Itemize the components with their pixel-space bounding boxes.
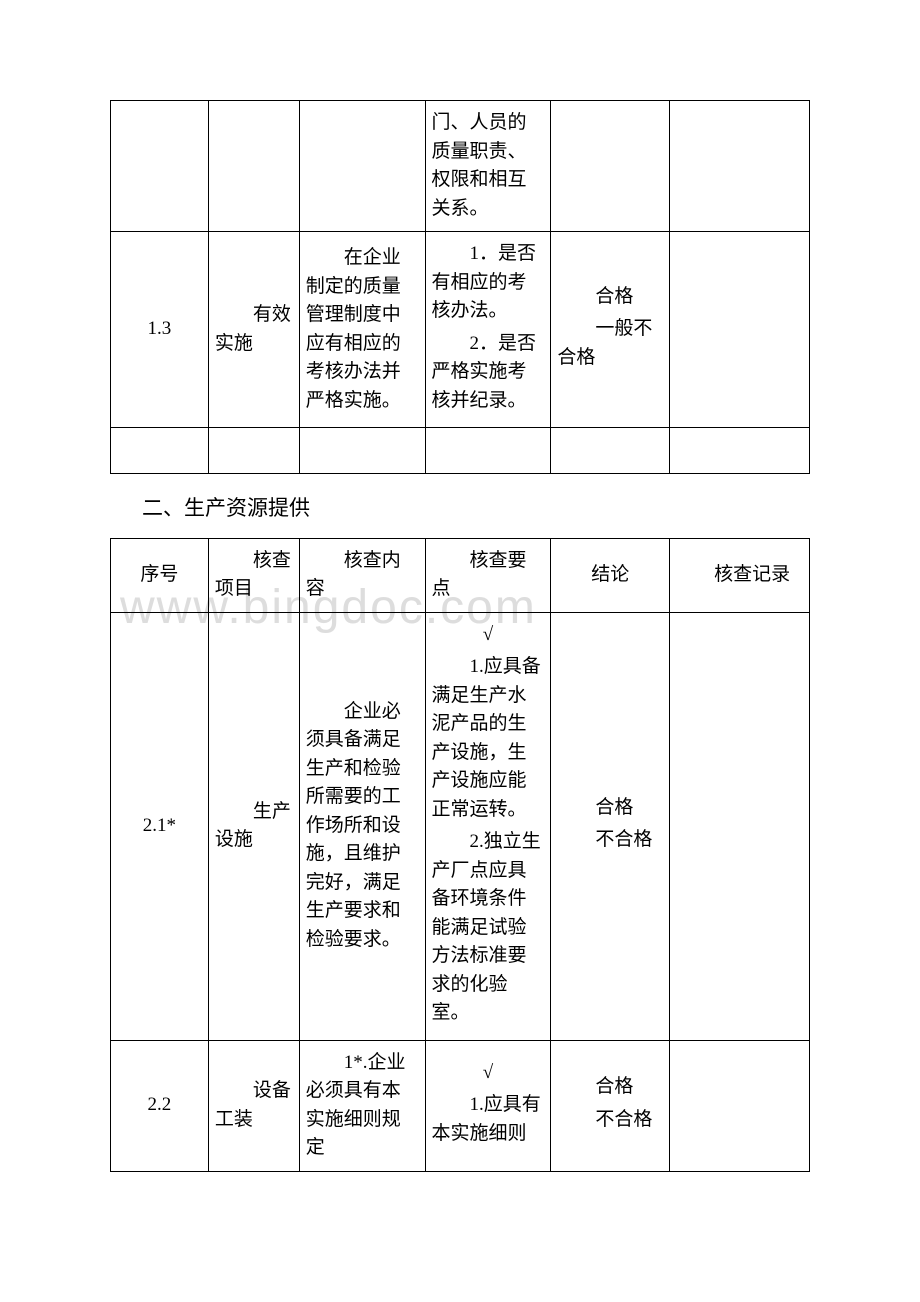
cell-seq: 1.3 — [111, 232, 209, 428]
result-line: 不合格 — [557, 1106, 663, 1135]
cell-item: 设备工装 — [208, 1040, 299, 1171]
cell-result — [551, 101, 670, 232]
header-item: 核查项目 — [208, 538, 299, 612]
cell-result: 合格 一般不合格 — [551, 232, 670, 428]
cell-empty — [111, 428, 209, 474]
cell-points: √ 1.应具备满足生产水泥产品的生产设施，生产设施应能正常运转。 2.独立生产厂… — [425, 612, 551, 1040]
cell-points: 1．是否有相应的考核办法。 2．是否严格实施考核并纪录。 — [425, 232, 551, 428]
points-p1: 1.应具有本实施细则 — [432, 1091, 545, 1148]
table-one: 门、人员的质量职责、权限和相互关系。 1.3 有效实施 在企业制定的质量管理制度… — [110, 100, 810, 474]
cell-content: 企业必须具备满足生产和检验所需要的工作场所和设施，且维护完好，满足生产要求和检验… — [299, 612, 425, 1040]
points-p1: 1．是否有相应的考核办法。 — [432, 240, 545, 326]
cell-empty — [670, 428, 810, 474]
result-line: 合格 — [557, 283, 663, 312]
cell-result: 合格 不合格 — [551, 612, 670, 1040]
cell-empty — [425, 428, 551, 474]
cell-points: 门、人员的质量职责、权限和相互关系。 — [425, 101, 551, 232]
cell-content: 在企业制定的质量管理制度中应有相应的考核办法并严格实施。 — [299, 232, 425, 428]
header-seq: 序号 — [111, 538, 209, 612]
table-row — [111, 428, 810, 474]
points-p2: 2.独立生产厂点应具备环境条件能满足试验方法标准要求的化验室。 — [432, 828, 545, 1028]
check-mark-icon: √ — [432, 1059, 545, 1088]
table-two-wrap: www.bingdoc.com 序号 核查项目 核查内容 核查要点 结论 核查记… — [110, 538, 810, 1172]
cell-empty — [208, 428, 299, 474]
table-row: 1.3 有效实施 在企业制定的质量管理制度中应有相应的考核办法并严格实施。 1．… — [111, 232, 810, 428]
table-row: 门、人员的质量职责、权限和相互关系。 — [111, 101, 810, 232]
check-mark-icon: √ — [432, 621, 545, 650]
cell-record — [670, 1040, 810, 1171]
cell-empty — [299, 428, 425, 474]
points-p1: 1.应具备满足生产水泥产品的生产设施，生产设施应能正常运转。 — [432, 653, 545, 824]
cell-content — [299, 101, 425, 232]
table-two: 序号 核查项目 核查内容 核查要点 结论 核查记录 2.1* 生产设施 企业必须… — [110, 538, 810, 1172]
result-line: 不合格 — [557, 826, 663, 855]
header-content: 核查内容 — [299, 538, 425, 612]
header-result: 结论 — [551, 538, 670, 612]
cell-record — [670, 101, 810, 232]
cell-points: √ 1.应具有本实施细则 — [425, 1040, 551, 1171]
table-row: 2.1* 生产设施 企业必须具备满足生产和检验所需要的工作场所和设施，且维护完好… — [111, 612, 810, 1040]
result-line: 一般不合格 — [557, 315, 663, 372]
table-row: 2.2 设备工装 1*.企业必须具有本实施细则规定 √ 1.应具有本实施细则 合… — [111, 1040, 810, 1171]
cell-seq: 2.1* — [111, 612, 209, 1040]
cell-record — [670, 612, 810, 1040]
result-line: 合格 — [557, 794, 663, 823]
cell-item — [208, 101, 299, 232]
cell-seq — [111, 101, 209, 232]
cell-record — [670, 232, 810, 428]
header-points: 核查要点 — [425, 538, 551, 612]
result-line: 合格 — [557, 1073, 663, 1102]
cell-empty — [551, 428, 670, 474]
cell-seq: 2.2 — [111, 1040, 209, 1171]
points-p2: 2．是否严格实施考核并纪录。 — [432, 330, 545, 416]
cell-item: 有效实施 — [208, 232, 299, 428]
section-two-title: 二、生产资源提供 — [142, 492, 810, 522]
header-record: 核查记录 — [670, 538, 810, 612]
cell-item: 生产设施 — [208, 612, 299, 1040]
cell-content: 1*.企业必须具有本实施细则规定 — [299, 1040, 425, 1171]
table-header-row: 序号 核查项目 核查内容 核查要点 结论 核查记录 — [111, 538, 810, 612]
page-wrapper: 门、人员的质量职责、权限和相互关系。 1.3 有效实施 在企业制定的质量管理制度… — [110, 100, 810, 1172]
cell-result: 合格 不合格 — [551, 1040, 670, 1171]
